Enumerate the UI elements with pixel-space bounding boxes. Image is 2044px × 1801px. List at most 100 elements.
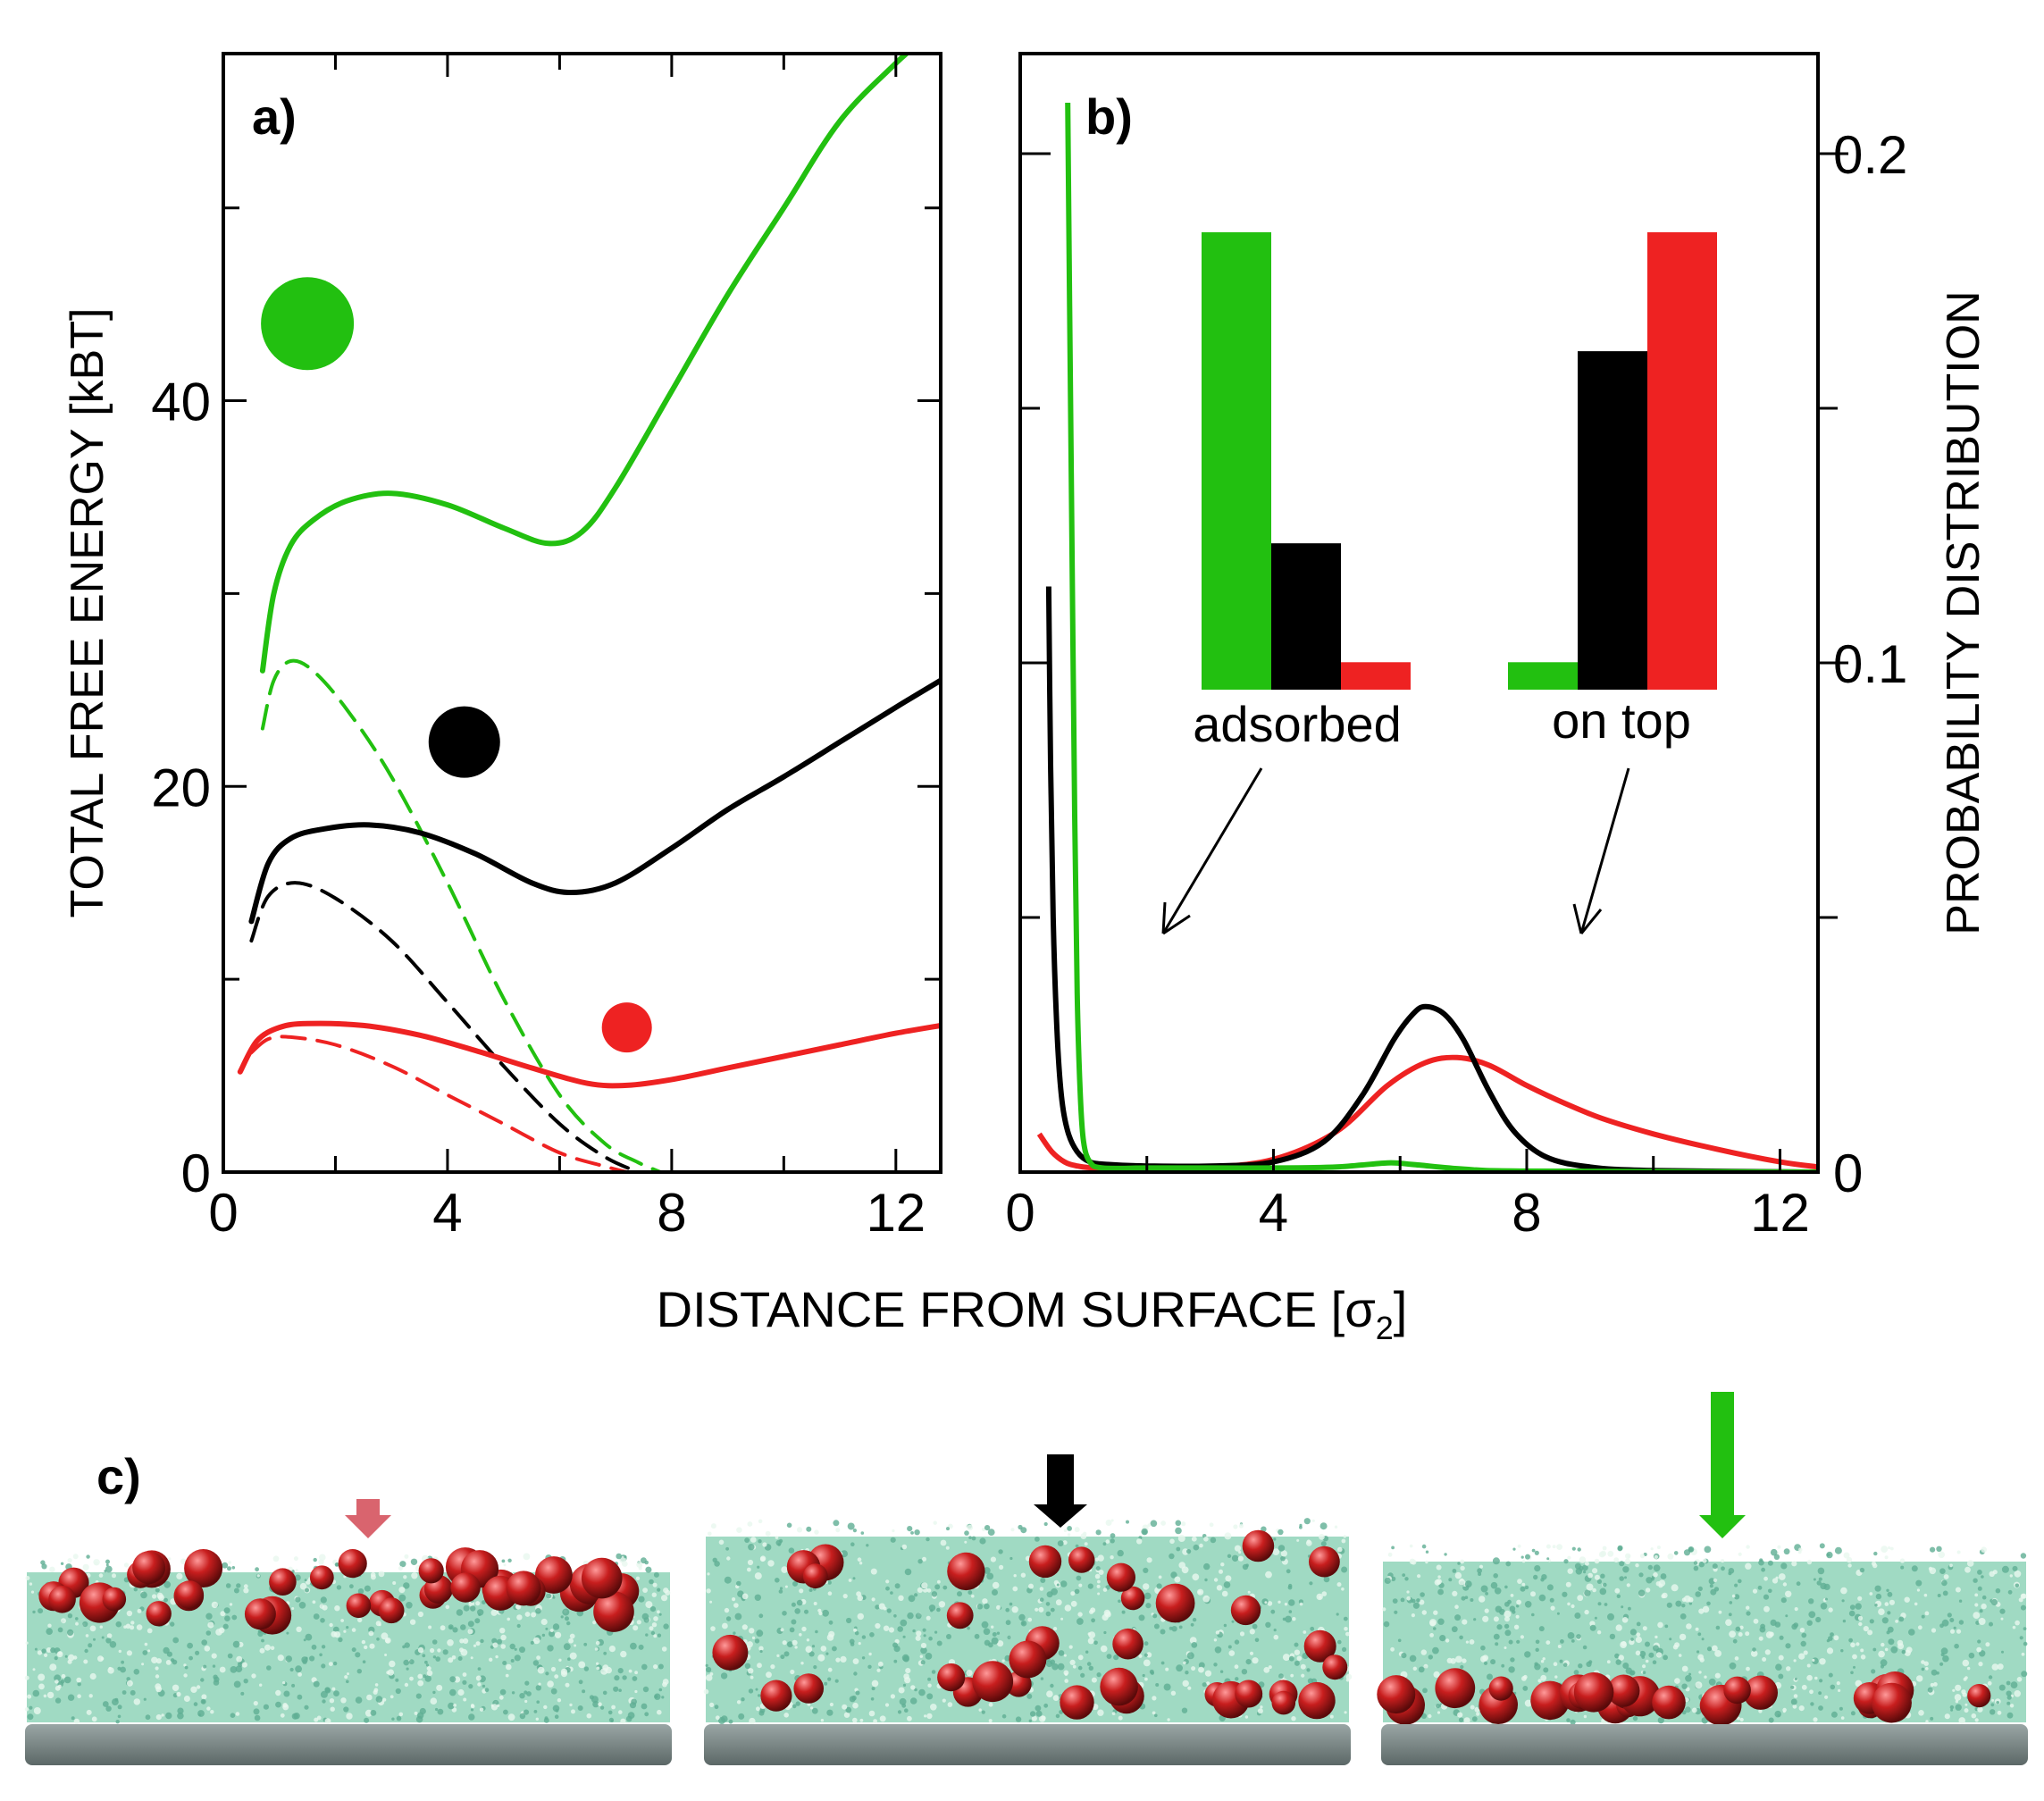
solvent-particle [1238,1523,1244,1529]
solvent-particle [1928,1566,1933,1571]
solvent-particle [652,1582,658,1587]
solvent-particle [415,1693,422,1699]
solvent-particle [1452,1590,1458,1596]
solvent-particle [925,1653,933,1660]
solvent-particle [536,1700,540,1704]
solvent-particle [470,1708,474,1712]
solvent-particle [1778,1654,1784,1661]
solvent-particle [1846,1556,1853,1563]
solvent-particle [857,1595,864,1602]
solvent-particle [32,1668,36,1671]
solvent-particle [1620,1641,1627,1648]
solvent-particle [1056,1583,1060,1587]
solvent-particle [519,1713,526,1720]
solvent-particle [653,1664,658,1670]
solvent-particle [1954,1694,1962,1701]
solvent-particle [46,1647,52,1653]
solvent-particle [871,1687,875,1691]
solvent-particle [1648,1652,1654,1658]
solvent-particle [1238,1550,1242,1554]
solvent-particle [510,1659,515,1663]
solvent-particle [1118,1599,1121,1604]
solvent-particle [357,1588,364,1595]
solvent-particle [1020,1572,1026,1578]
solvent-particle [1219,1670,1224,1673]
solvent-particle [779,1587,783,1590]
solvent-particle [1642,1671,1646,1674]
solvent-particle [783,1651,790,1657]
solvent-particle [934,1630,938,1634]
solvent-particle [1227,1645,1232,1649]
solvent-particle [909,1697,917,1705]
solvent-particle [1345,1673,1353,1680]
solvent-particle [804,1609,808,1614]
solvent-particle [1469,1639,1475,1645]
solvent-particle [1296,1655,1303,1662]
solvent-particle [583,1642,588,1646]
solvent-particle [133,1698,140,1705]
solvent-particle [93,1638,96,1641]
solvent-particle [505,1673,509,1678]
solvent-particle [1666,1602,1672,1608]
solvent-particle [1578,1663,1583,1669]
solvent-particle [1087,1583,1093,1589]
solvent-particle [183,1663,187,1667]
solvent-particle [1285,1615,1292,1623]
solvent-particle [220,1611,226,1617]
solvent-particle [324,1718,331,1724]
solvent-particle [1814,1676,1818,1680]
solvent-particle [1451,1626,1458,1633]
solvent-particle [566,1621,571,1626]
solvent-particle [1981,1546,1987,1553]
solvent-particle [1562,1591,1568,1597]
solvent-particle [662,1679,669,1685]
solvent-particle [814,1529,819,1535]
solvent-particle [1160,1661,1165,1665]
solvent-particle [1051,1663,1059,1671]
solvent-particle [1306,1668,1311,1672]
solvent-particle [1709,1584,1713,1588]
solvent-particle [1245,1563,1249,1567]
solvent-particle [815,1629,818,1634]
solvent-particle [1937,1594,1941,1597]
solvent-particle [555,1708,559,1713]
solvent-particle [1273,1629,1277,1632]
solvent-particle [1482,1654,1489,1662]
solvent-particle [1638,1589,1646,1596]
solvent-particle [120,1666,127,1673]
solvent-particle [1654,1635,1658,1639]
solvent-particle [99,1625,104,1629]
solvent-particle [105,1559,110,1564]
solvent-particle [1646,1577,1653,1584]
solvent-particle [1524,1651,1531,1658]
solvent-particle [1321,1591,1328,1596]
solvent-particle [625,1715,632,1722]
solvent-particle [728,1719,733,1724]
solvent-particle [565,1682,570,1688]
solvent-particle [253,1708,260,1715]
solvent-particle [592,1621,597,1625]
solvent-particle [767,1560,775,1567]
solvent-particle [890,1694,896,1699]
solvent-particle [101,1636,105,1639]
inset-bar-adsorbed-red [1341,662,1411,690]
solvent-particle [375,1696,383,1703]
solvent-particle [1175,1520,1182,1527]
solvent-particle [64,1654,68,1658]
solvent-particle [1889,1546,1894,1551]
solvent-particle [1546,1557,1550,1561]
solvent-particle [473,1644,477,1647]
solvent-particle [547,1680,554,1688]
solvent-particle [1169,1538,1175,1545]
solvent-particle [60,1679,65,1684]
solvent-particle [557,1698,562,1703]
solvent-particle [1739,1625,1744,1630]
solvent-particle [1881,1617,1889,1624]
solvent-particle [1808,1598,1814,1604]
solvent-particle [264,1644,271,1651]
solvent-particle [1522,1560,1526,1563]
solvent-particle [1594,1574,1600,1580]
solvent-particle [89,1625,96,1632]
solvent-particle [1070,1591,1076,1596]
solvent-particle [1516,1639,1520,1644]
